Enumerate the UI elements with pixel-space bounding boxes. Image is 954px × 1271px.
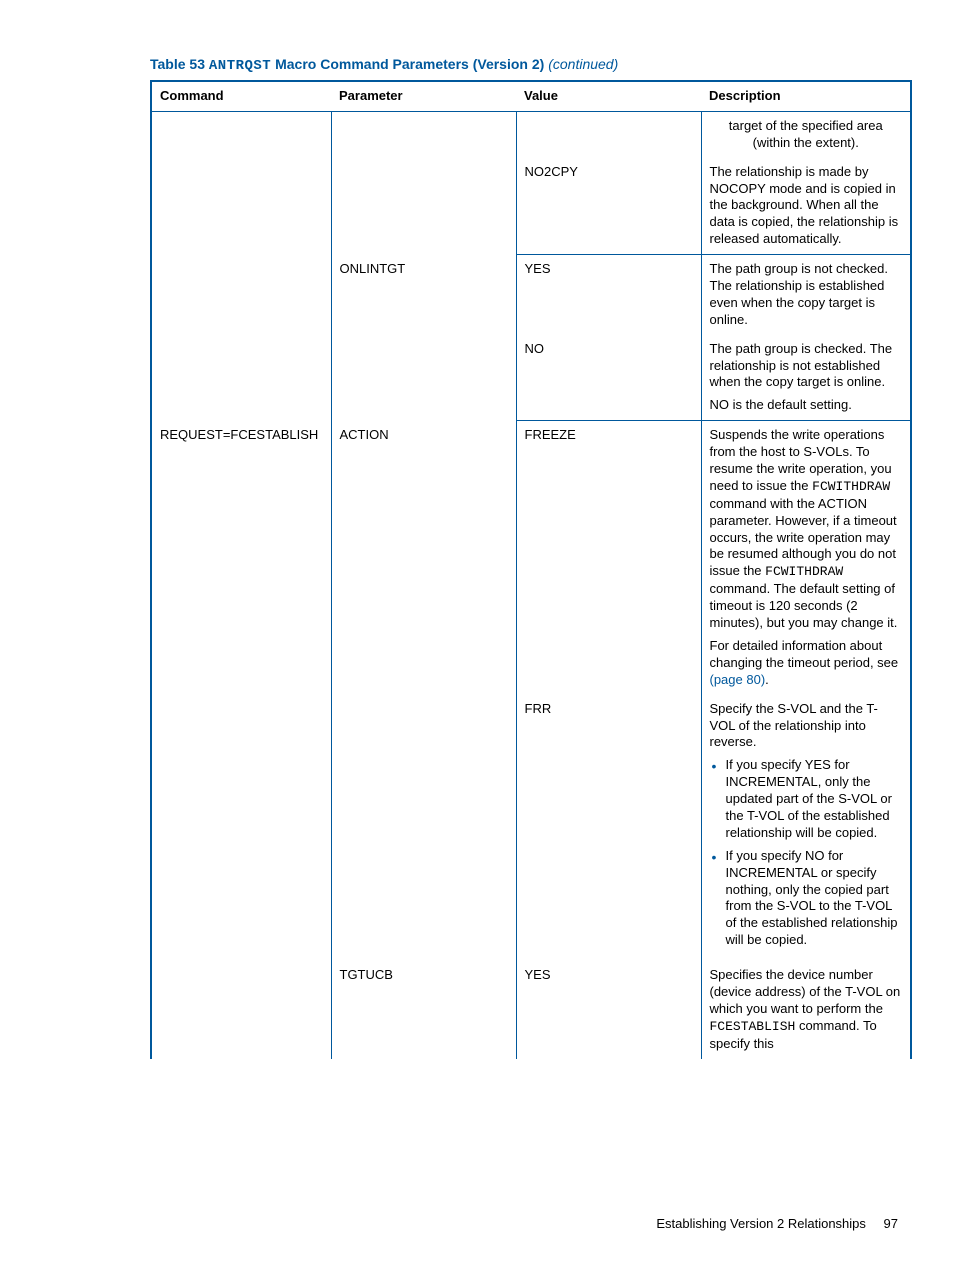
value-cell: FREEZE <box>516 421 701 695</box>
desc-cell: target of the specified area (within the… <box>701 111 911 157</box>
desc-text: Specify the S-VOL and the T-VOL of the r… <box>710 701 903 752</box>
page-link[interactable]: (page 80) <box>710 672 766 687</box>
command-cell: REQUEST=FCESTABLISH <box>151 421 331 1059</box>
desc-cell: Suspends the write operations from the h… <box>701 421 911 695</box>
bullet-list: If you specify YES for INCREMENTAL, only… <box>710 757 903 949</box>
table-row: target of the specified area (within the… <box>151 111 911 157</box>
desc-cell: Specify the S-VOL and the T-VOL of the r… <box>701 695 911 961</box>
footer-text: Establishing Version 2 Relationships <box>656 1216 866 1231</box>
table-row: REQUEST=FCESTABLISH ACTION FREEZE Suspen… <box>151 421 911 695</box>
col-command: Command <box>151 81 331 111</box>
param-cell: ONLINTGT <box>331 255 516 421</box>
param-cell: TGTUCB <box>331 961 516 1058</box>
value-cell: FRR <box>516 695 701 961</box>
code-text: FCWITHDRAW <box>812 479 890 494</box>
col-value: Value <box>516 81 701 111</box>
desc-cell: Specifies the device number (device addr… <box>701 961 911 1058</box>
list-item: If you specify YES for INCREMENTAL, only… <box>726 757 903 841</box>
col-description: Description <box>701 81 911 111</box>
page-number: 97 <box>884 1216 898 1231</box>
desc-text: Specifies the device number (device addr… <box>710 967 903 1052</box>
desc-text: NO is the default setting. <box>710 397 903 414</box>
desc-cell: The relationship is made by NOCOPY mode … <box>701 158 911 255</box>
table-label: Table 53 <box>150 56 205 72</box>
desc-cell: The path group is not checked. The relat… <box>701 255 911 335</box>
desc-text: Suspends the write operations from the h… <box>710 427 903 632</box>
value-cell: YES <box>516 961 701 1058</box>
desc-cell: The path group is checked. The relations… <box>701 335 911 421</box>
table-header-row: Command Parameter Value Description <box>151 81 911 111</box>
table-caption: Table 53 ANTRQST Macro Command Parameter… <box>150 56 898 74</box>
table-title: Macro Command Parameters (Version 2) <box>275 56 544 72</box>
value-cell: NO <box>516 335 701 421</box>
param-cell: ACTION <box>331 421 516 961</box>
value-cell: NO2CPY <box>516 158 701 255</box>
table-code: ANTRQST <box>209 58 271 74</box>
desc-text: For detailed information about changing … <box>710 638 903 689</box>
code-text: FCWITHDRAW <box>765 564 843 579</box>
list-item: If you specify NO for INCREMENTAL or spe… <box>726 848 903 949</box>
col-parameter: Parameter <box>331 81 516 111</box>
desc-text: The path group is checked. The relations… <box>710 341 903 392</box>
value-cell: YES <box>516 255 701 335</box>
code-text: FCESTABLISH <box>710 1019 796 1034</box>
params-table: Command Parameter Value Description targ… <box>150 80 912 1059</box>
table-continued: (continued) <box>548 56 618 72</box>
page-footer: Establishing Version 2 Relationships 97 <box>656 1216 898 1231</box>
